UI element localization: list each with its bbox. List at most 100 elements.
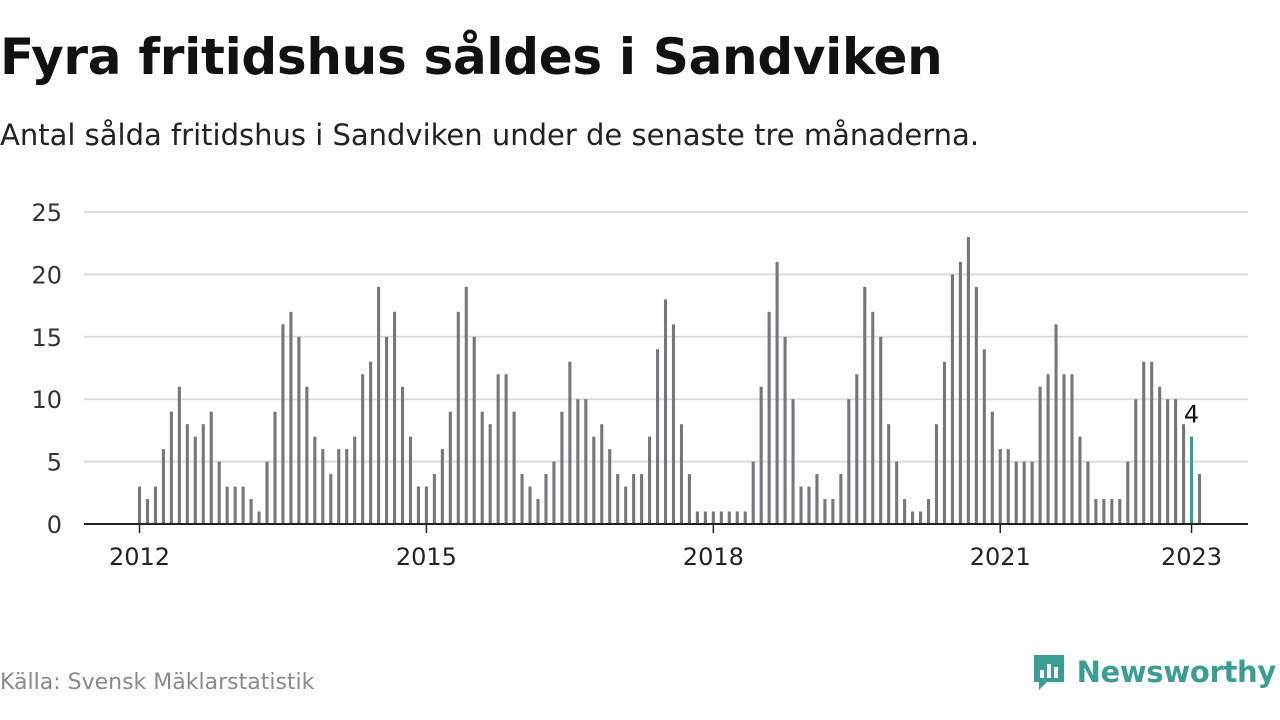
bar	[679, 424, 684, 524]
bar	[137, 486, 142, 524]
bar	[934, 424, 939, 524]
y-tick-label: 5	[47, 449, 62, 477]
bar	[488, 424, 492, 524]
source-note: Källa: Svensk Mäklarstatistik	[0, 670, 315, 695]
bar	[1070, 374, 1074, 524]
bar	[663, 299, 668, 524]
bar	[177, 386, 181, 524]
x-tick-label: 2018	[683, 543, 744, 571]
bar	[329, 474, 333, 524]
bar	[632, 474, 636, 524]
bar	[313, 436, 317, 524]
bar	[361, 374, 365, 524]
bar	[1110, 499, 1114, 524]
bar	[552, 461, 556, 524]
bar	[1174, 399, 1178, 524]
bar	[480, 411, 484, 524]
bar	[385, 336, 389, 524]
bar	[1142, 361, 1146, 524]
x-tick-label: 2021	[970, 543, 1031, 571]
bar	[616, 474, 620, 524]
bar	[1182, 424, 1186, 524]
bar	[544, 474, 548, 524]
bar	[911, 511, 915, 524]
bar	[201, 424, 205, 524]
bar	[783, 336, 787, 524]
bar	[1078, 436, 1082, 524]
bar	[879, 336, 883, 524]
bar	[863, 286, 867, 524]
highlight-bar	[1189, 436, 1194, 524]
bar	[512, 411, 516, 524]
bar	[624, 486, 628, 524]
bar	[265, 461, 269, 524]
bar	[831, 499, 835, 524]
y-axis-labels: 0 5 10 15 20 25	[31, 199, 62, 539]
bar	[823, 499, 827, 524]
bar	[408, 436, 413, 524]
bar	[281, 324, 285, 524]
bar	[233, 486, 237, 524]
bar	[392, 311, 397, 524]
bar	[185, 424, 189, 524]
bar	[337, 449, 341, 524]
bar	[289, 311, 293, 524]
bar	[855, 374, 859, 524]
y-tick-label: 15	[31, 324, 62, 352]
bar	[528, 486, 532, 524]
bar	[1094, 499, 1098, 524]
bar	[887, 424, 891, 524]
bar	[982, 349, 986, 524]
bar	[464, 286, 468, 524]
bar	[1022, 461, 1026, 524]
y-tick-label: 25	[31, 199, 62, 227]
bar	[225, 486, 229, 524]
bar	[998, 449, 1002, 524]
bar	[448, 411, 452, 524]
bar	[759, 386, 763, 524]
bar	[775, 261, 779, 524]
bar	[209, 411, 213, 524]
bar	[751, 461, 755, 524]
bar	[257, 511, 261, 524]
bar	[377, 286, 381, 524]
bar	[456, 311, 460, 524]
bar	[568, 361, 572, 524]
y-tick-label: 10	[31, 386, 62, 414]
bar	[1118, 499, 1122, 524]
x-axis-ticks: 2012 2015 2018 2021 2023	[109, 524, 1222, 571]
bar	[305, 386, 309, 524]
bar	[791, 399, 795, 524]
bar	[416, 486, 420, 524]
bar	[1046, 374, 1050, 524]
bar	[1062, 374, 1066, 524]
bar	[592, 436, 596, 524]
bar	[169, 411, 173, 524]
bar	[990, 411, 994, 524]
bar	[799, 486, 803, 524]
bar	[703, 511, 707, 524]
bar	[432, 474, 436, 524]
bar	[1102, 499, 1106, 524]
bar	[919, 511, 923, 524]
bar	[687, 474, 691, 524]
bar	[584, 399, 588, 524]
bar	[321, 449, 325, 524]
bar	[600, 424, 604, 524]
bar	[536, 499, 540, 524]
bar	[958, 261, 962, 524]
bar	[695, 511, 699, 524]
bar	[815, 474, 819, 524]
bar	[560, 411, 564, 524]
bar	[1126, 461, 1130, 524]
bar	[1166, 399, 1170, 524]
chart-title: Fyra fritidshus såldes i Sandviken	[0, 28, 943, 86]
bar	[1014, 461, 1018, 524]
bar	[504, 374, 508, 524]
x-tick-label: 2015	[396, 543, 457, 571]
bar	[711, 511, 715, 524]
bar	[743, 511, 747, 524]
bar	[1030, 461, 1034, 524]
bar	[273, 411, 277, 524]
bar	[966, 236, 970, 524]
